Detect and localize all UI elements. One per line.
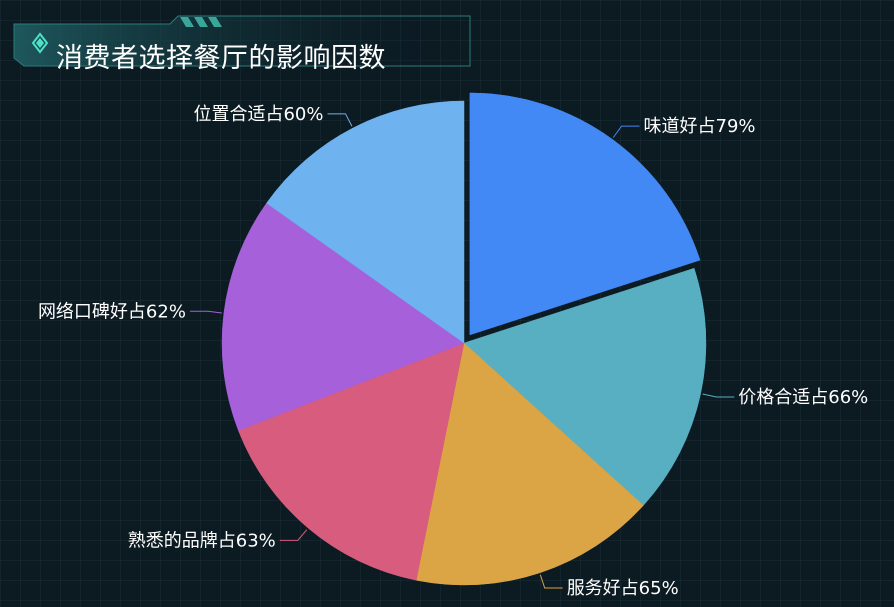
pie-slice xyxy=(266,100,465,344)
pie-slice xyxy=(221,202,465,431)
slice-label: 服务好占65% xyxy=(567,578,679,599)
diamond-icon xyxy=(31,32,49,54)
pie-slice xyxy=(463,267,707,506)
slice-label: 位置合适占60% xyxy=(193,104,323,125)
chart-title-bar: 消费者选择餐厅的影响因数 xyxy=(10,14,480,76)
label-leader-line xyxy=(189,310,222,314)
label-leader-line xyxy=(612,125,640,138)
label-leader-line xyxy=(279,529,308,541)
page-title: 消费者选择餐厅的影响因数 xyxy=(56,43,386,74)
slice-label: 网络口碑好占62% xyxy=(38,301,186,322)
title-frame-decoration xyxy=(13,15,471,67)
pie-slice xyxy=(469,92,701,336)
pie-slice xyxy=(238,342,465,581)
label-leader-line xyxy=(327,113,353,127)
slice-label: 价格合适占66% xyxy=(738,387,868,408)
label-leader-line xyxy=(702,393,735,398)
pie-slice xyxy=(415,342,644,586)
slice-label: 味道好占79% xyxy=(644,116,756,137)
label-leader-line xyxy=(539,574,563,589)
slice-label: 熟悉的品牌占63% xyxy=(128,530,276,551)
